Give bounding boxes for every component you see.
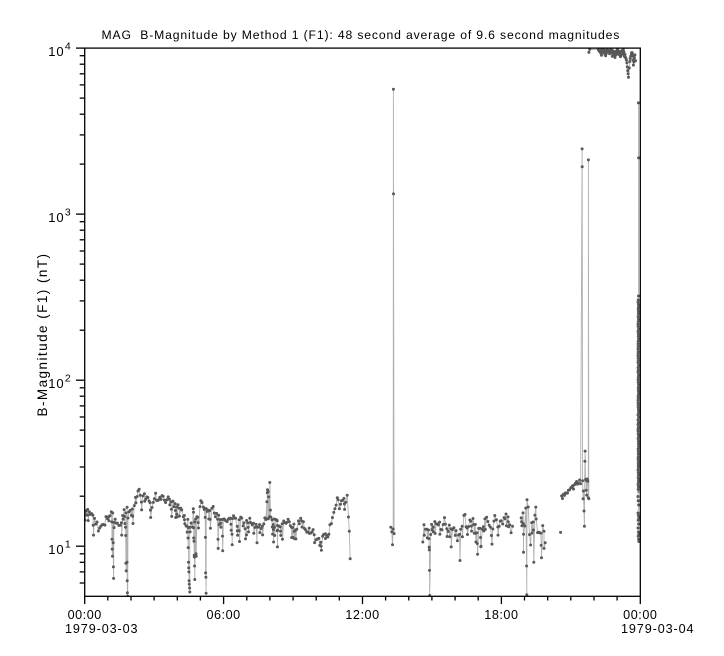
svg-text:10: 10 [48, 44, 64, 59]
svg-text:MAG B-Magnitude by Method 1 (: MAG B-Magnitude by Method 1 (F1): 48 sec… [102, 28, 621, 42]
svg-text:10: 10 [48, 210, 64, 225]
svg-text:12:00: 12:00 [345, 608, 379, 622]
svg-text:00:00: 00:00 [623, 608, 657, 622]
svg-text:10: 10 [48, 542, 64, 557]
svg-text:B-Magnitude (F1) (nT): B-Magnitude (F1) (nT) [35, 253, 50, 417]
svg-text:3: 3 [65, 207, 71, 219]
svg-text:2: 2 [65, 373, 71, 385]
svg-text:00:00: 00:00 [68, 608, 102, 622]
svg-text:4: 4 [65, 41, 71, 53]
svg-text:1: 1 [65, 539, 71, 551]
svg-text:1979-03-04: 1979-03-04 [621, 622, 694, 636]
svg-text:18:00: 18:00 [484, 608, 518, 622]
svg-text:06:00: 06:00 [206, 608, 240, 622]
svg-text:1979-03-03: 1979-03-03 [65, 622, 138, 636]
svg-text:10: 10 [48, 376, 64, 391]
